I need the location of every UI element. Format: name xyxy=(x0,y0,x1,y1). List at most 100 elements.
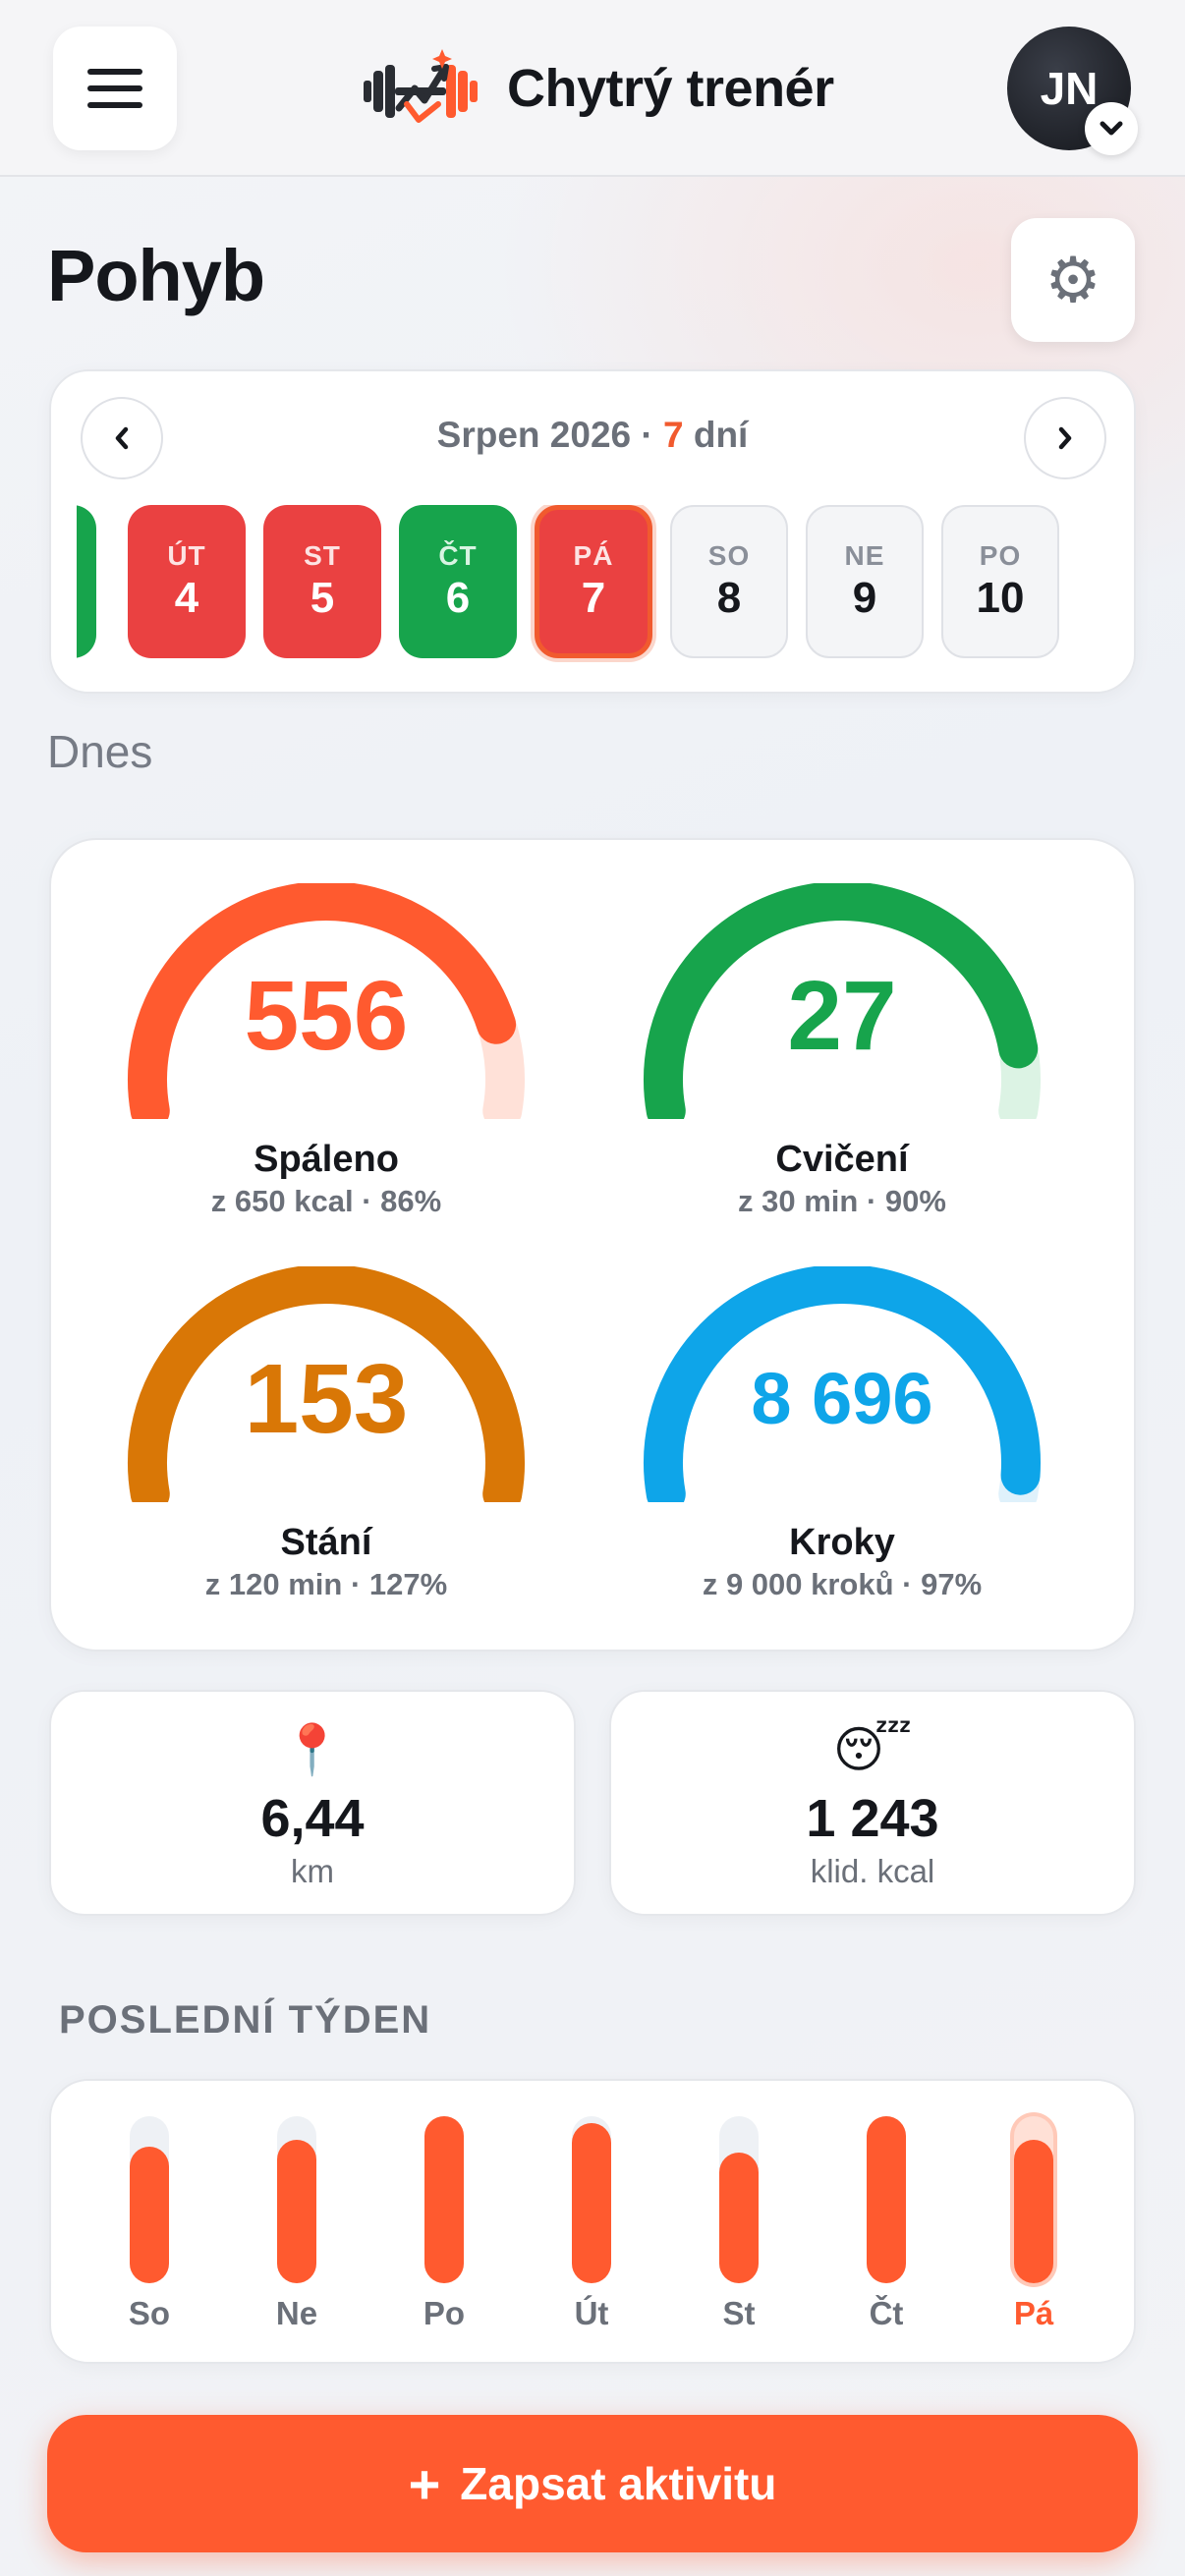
week-bar-fill xyxy=(719,2153,759,2283)
stand-gauge-arc xyxy=(128,1266,525,1502)
week-bar[interactable] xyxy=(572,2116,611,2283)
settings-button[interactable]: ⚙ xyxy=(1011,218,1135,342)
steps-gauge-arc xyxy=(644,1266,1041,1502)
location-pin-icon: 📍 xyxy=(281,1722,344,1777)
day-chip[interactable]: ČT 6 xyxy=(399,505,517,658)
week-bar[interactable] xyxy=(424,2116,464,2283)
exercise-gauge-fill xyxy=(644,883,1039,1119)
burned-gauge-arc xyxy=(128,883,525,1119)
week-bar-fill xyxy=(424,2116,464,2283)
last-week-chart: So Ne Po Út St Čt Pá xyxy=(49,2079,1136,2364)
range-count: 7 xyxy=(663,415,684,455)
distance-unit: km xyxy=(291,1853,334,1889)
week-bar-day-label: Po xyxy=(423,2295,466,2331)
menu-icon-line xyxy=(87,85,142,91)
week-bar[interactable] xyxy=(867,2116,906,2283)
week-bar-day-label: Čt xyxy=(869,2295,904,2331)
day-chip-partial[interactable] xyxy=(77,505,96,658)
chevron-left-icon xyxy=(115,426,129,450)
day-chip[interactable]: SO 8 xyxy=(670,505,788,658)
day-chip[interactable]: ÚT 4 xyxy=(128,505,246,658)
day-chip[interactable]: PO 10 xyxy=(941,505,1059,658)
stand-label: Stání xyxy=(280,1522,372,1563)
menu-icon-line xyxy=(87,69,142,75)
week-bar[interactable] xyxy=(130,2116,169,2283)
day-name: ČT xyxy=(438,540,478,571)
date-selector-card: Srpen 2026 · 7 dní ÚT 4 ST 5 ČT 6 PÁ 7 SO 8 NE 9 PO 1… xyxy=(49,369,1136,694)
last-week-heading: POSLEDNÍ TÝDEN xyxy=(59,1998,432,2042)
week-bar-fill xyxy=(867,2116,906,2283)
menu-icon-line xyxy=(87,102,142,108)
stand-gauge-fill xyxy=(128,1266,525,1502)
stand-goal: z 120 min · 127% xyxy=(204,1567,448,1601)
week-bar-fill xyxy=(277,2140,316,2283)
range-unit: dní xyxy=(683,415,749,455)
exercise-gauge-arc xyxy=(644,883,1041,1119)
calendar-title: Srpen 2026 · 7 dní xyxy=(51,415,1134,456)
sleeping-face-icon: 😴 xyxy=(832,1722,913,1777)
steps-goal: z 9 000 kroků · 97% xyxy=(702,1567,983,1601)
day-number: 6 xyxy=(445,574,471,622)
steps-value: 8 696 xyxy=(751,1358,933,1439)
steps-gauge-fill xyxy=(644,1266,1041,1502)
log-activity-button[interactable]: + Zapsat aktivitu xyxy=(47,2415,1138,2552)
week-bar-day-label: So xyxy=(128,2295,171,2331)
app-title: Chytrý trenér xyxy=(507,59,834,118)
next-week-button[interactable] xyxy=(1024,397,1106,479)
day-number: 7 xyxy=(581,574,606,622)
day-name: ST xyxy=(304,540,341,571)
week-bar[interactable] xyxy=(1014,2116,1053,2283)
steps-gauge[interactable]: 8 696 Kroky z 9 000 kroků · 97% xyxy=(626,1266,1058,1620)
section-heading-today: Dnes xyxy=(47,726,153,777)
week-bar-fill xyxy=(1014,2140,1053,2283)
day-chip[interactable]: PÁ 7 xyxy=(535,505,652,658)
day-number: 9 xyxy=(852,574,877,622)
steps-label: Kroky xyxy=(789,1522,895,1563)
day-number: 10 xyxy=(976,574,1025,622)
gear-icon: ⚙ xyxy=(1044,244,1101,315)
chevron-down-icon[interactable] xyxy=(1085,102,1138,155)
burned-value: 556 xyxy=(244,961,409,1071)
burned-label: Spáleno xyxy=(254,1139,399,1180)
week-bar-fill xyxy=(572,2123,611,2283)
day-chip[interactable]: NE 9 xyxy=(806,505,924,658)
dumbbell-logo-icon xyxy=(364,49,478,123)
day-name: NE xyxy=(844,540,885,571)
brand[interactable]: Chytrý trenér xyxy=(360,39,834,138)
day-number: 5 xyxy=(310,574,335,622)
log-activity-label: Zapsat aktivitu xyxy=(460,2458,777,2509)
page-title: Pohyb xyxy=(47,235,265,316)
week-bar-day-label: Pá xyxy=(1013,2295,1054,2331)
burned-gauge-fill xyxy=(128,883,517,1119)
day-name: PÁ xyxy=(573,540,614,571)
resting-kcal-unit: klid. kcal xyxy=(810,1853,935,1889)
exercise-gauge[interactable]: 27 Cvičení z 30 min · 90% xyxy=(626,883,1058,1237)
day-number: 8 xyxy=(716,574,742,622)
distance-value: 6,44 xyxy=(260,1789,365,1848)
chevron-right-icon xyxy=(1058,426,1072,450)
day-chip[interactable]: ST 5 xyxy=(263,505,381,658)
day-name: ÚT xyxy=(167,540,206,571)
prev-week-button[interactable] xyxy=(81,397,163,479)
distance-card: 📍 6,44 km xyxy=(49,1690,576,1916)
day-name: SO xyxy=(707,540,751,571)
week-bar-day-label: Ne xyxy=(275,2295,318,2331)
week-bar-day-label: St xyxy=(722,2295,756,2331)
resting-kcal-value: 1 243 xyxy=(806,1789,939,1848)
burned-gauge[interactable]: 556 Spáleno z 650 kcal · 86% xyxy=(110,883,542,1237)
week-bar[interactable] xyxy=(719,2116,759,2283)
week-bar[interactable] xyxy=(277,2116,316,2283)
menu-button[interactable] xyxy=(53,27,177,150)
exercise-label: Cvičení xyxy=(775,1139,909,1180)
plus-icon: + xyxy=(408,2452,441,2515)
week-bar-fill xyxy=(130,2147,169,2283)
week-bar-day-label: Út xyxy=(574,2295,609,2331)
exercise-goal: z 30 min · 90% xyxy=(738,1184,946,1218)
resting-kcal-card: 😴 1 243 klid. kcal xyxy=(609,1690,1136,1916)
stand-gauge[interactable]: 153 Stání z 120 min · 127% xyxy=(110,1266,542,1620)
stand-value: 153 xyxy=(244,1344,409,1454)
burned-goal: z 650 kcal · 86% xyxy=(210,1184,442,1218)
month-label: Srpen 2026 · xyxy=(436,415,663,455)
day-strip: ÚT 4 ST 5 ČT 6 PÁ 7 SO 8 NE 9 PO 10 xyxy=(77,505,1110,662)
top-bar: Chytrý trenér JN xyxy=(0,0,1185,177)
